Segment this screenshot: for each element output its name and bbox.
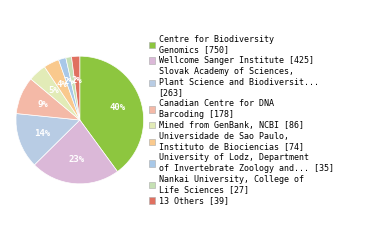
Wedge shape (44, 60, 80, 120)
Text: 14%: 14% (35, 129, 51, 138)
Wedge shape (80, 56, 144, 172)
Text: 9%: 9% (38, 100, 49, 109)
Text: 5%: 5% (48, 86, 59, 95)
Wedge shape (66, 57, 80, 120)
Text: 4%: 4% (57, 80, 68, 89)
Wedge shape (16, 114, 80, 165)
Legend: Centre for Biodiversity
Genomics [750], Wellcome Sanger Institute [425], Slovak : Centre for Biodiversity Genomics [750], … (149, 35, 334, 205)
Text: 2%: 2% (72, 76, 82, 85)
Wedge shape (16, 79, 80, 120)
Text: 40%: 40% (109, 103, 125, 112)
Wedge shape (31, 67, 80, 120)
Wedge shape (71, 56, 80, 120)
Wedge shape (34, 120, 117, 184)
Text: 2%: 2% (63, 78, 74, 86)
Wedge shape (59, 58, 80, 120)
Text: 23%: 23% (68, 155, 85, 164)
